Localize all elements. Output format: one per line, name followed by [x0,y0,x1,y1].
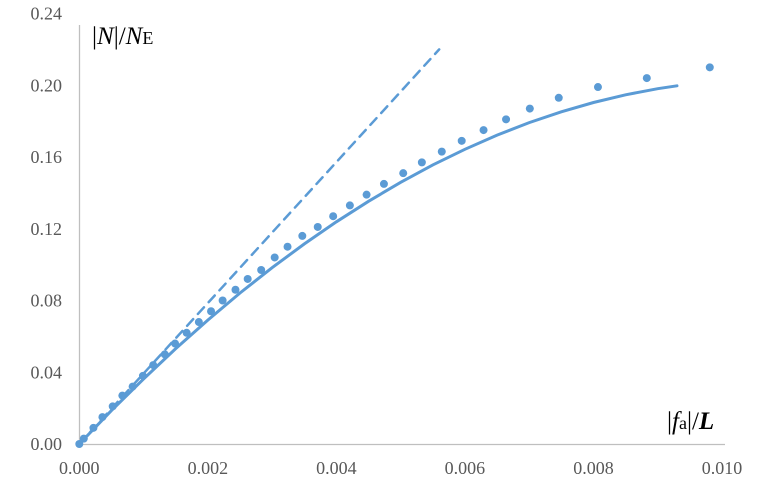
series-solid-line [77,84,679,446]
data-point [257,266,266,275]
x-tick-label: 0.004 [316,458,357,478]
data-point [379,179,388,188]
data-point [479,126,488,135]
series-layer [75,48,714,448]
y-tick-label: 0.20 [31,75,63,95]
data-point [218,296,227,305]
data-point [283,242,292,251]
x-tick-labels: 0.000 0.002 0.004 0.006 0.008 0.010 [59,458,742,478]
data-point [313,222,322,231]
data-point [417,158,426,167]
series-dots [75,63,714,448]
data-point [399,169,408,178]
data-point [554,93,563,102]
data-point [593,83,602,92]
data-point [243,274,252,283]
y-tick-label: 0.08 [31,291,63,311]
data-point [182,328,191,337]
data-point [298,231,307,240]
data-point [345,201,354,210]
y-tick-label: 0.16 [31,147,63,167]
x-axis-label: |fa|/L [667,408,714,435]
data-point [705,63,714,72]
x-tick-label: 0.010 [702,458,743,478]
data-point [207,307,216,316]
data-point [525,104,534,113]
data-point [642,74,651,83]
data-point [270,253,279,262]
y-tick-labels: 0.00 0.04 0.08 0.12 0.16 0.20 0.24 [31,4,63,455]
x-tick-label: 0.000 [59,458,100,478]
data-point [502,115,511,124]
x-tick-label: 0.002 [188,458,229,478]
data-point [329,212,338,221]
data-point [362,190,371,199]
y-axis-label: |N|/NE [92,23,153,50]
data-point [194,318,203,327]
x-tick-label: 0.008 [573,458,614,478]
axes [78,25,725,446]
data-point [437,147,446,156]
y-tick-label: 0.00 [31,434,63,454]
data-point [231,285,240,294]
x-tick-label: 0.006 [445,458,486,478]
data-point [457,136,466,145]
y-tick-label: 0.04 [31,362,63,382]
y-tick-label: 0.12 [31,219,63,239]
series-dashed-line [78,48,441,446]
y-tick-label: 0.24 [31,4,63,24]
